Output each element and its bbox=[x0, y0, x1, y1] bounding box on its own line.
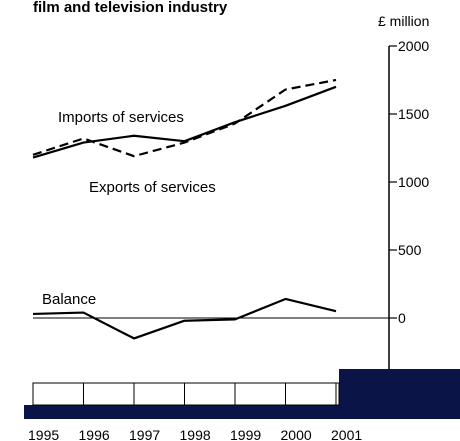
x-tick-label: 1999 bbox=[230, 427, 261, 441]
y-axis-unit-label: £ million bbox=[378, 13, 429, 29]
decorative-band bbox=[24, 405, 344, 419]
x-year-box bbox=[32, 382, 84, 406]
x-tick-label: 2000 bbox=[281, 427, 312, 441]
x-year-box bbox=[234, 382, 286, 406]
y-tick-label: 0 bbox=[398, 310, 406, 326]
series-line-exports-of-services bbox=[32, 78, 337, 158]
x-tick-label: 1998 bbox=[180, 427, 211, 441]
y-tick-label: 500 bbox=[398, 242, 422, 258]
x-axis-ticks: 1995 1996 1997 1998 1999 2000 2001 bbox=[28, 427, 362, 441]
series-line-imports-of-services bbox=[32, 85, 337, 159]
x-year-box bbox=[83, 382, 135, 406]
series-lines bbox=[32, 78, 337, 340]
x-tick-label: 1997 bbox=[129, 427, 160, 441]
chart-title: film and television industry bbox=[33, 0, 228, 16]
y-tick-label: 1500 bbox=[398, 106, 429, 122]
series-label-imports: Imports of services bbox=[58, 109, 184, 126]
y-axis-ticks: 2000 1500 1000 500 0 bbox=[389, 38, 429, 326]
x-year-box bbox=[285, 382, 337, 406]
series-label-balance: Balance bbox=[42, 291, 96, 308]
x-year-box bbox=[335, 382, 340, 406]
series-label-exports: Exports of services bbox=[89, 179, 216, 196]
x-tick-label: 1996 bbox=[79, 427, 110, 441]
series-line-balance bbox=[32, 297, 337, 340]
y-tick-label: 2000 bbox=[398, 38, 429, 54]
x-axis-year-boxes bbox=[32, 382, 340, 406]
decorative-block bbox=[339, 369, 460, 419]
x-tick-label: 2001 bbox=[331, 427, 362, 441]
x-year-box bbox=[133, 382, 185, 406]
x-tick-label: 1995 bbox=[28, 427, 59, 441]
x-year-box bbox=[184, 382, 236, 406]
y-tick-label: 1000 bbox=[398, 174, 429, 190]
